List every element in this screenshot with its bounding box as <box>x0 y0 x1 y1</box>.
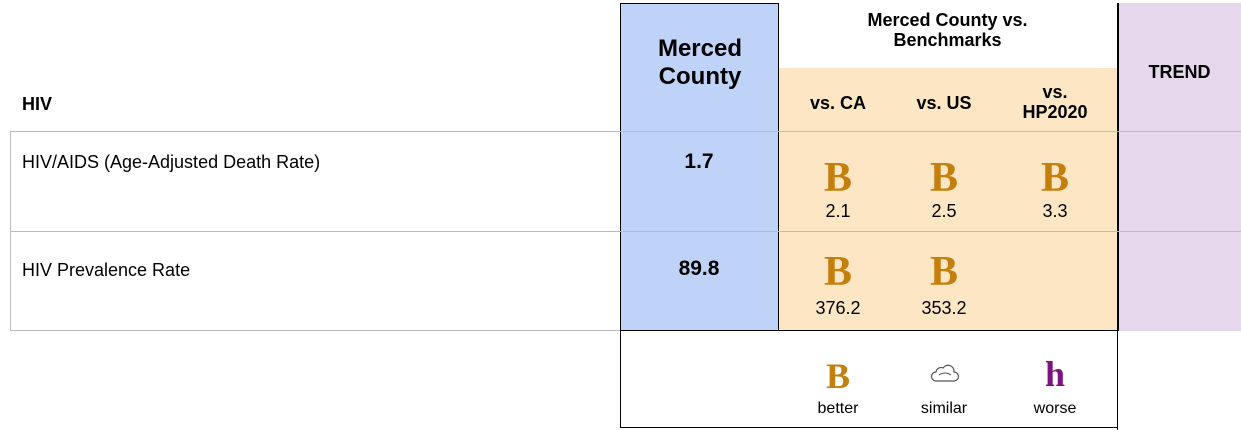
legend-similar-icon <box>930 364 960 382</box>
county-column <box>620 3 779 331</box>
trend-header: TREND <box>1148 62 1211 82</box>
row-line <box>10 131 11 331</box>
better-icon: B <box>823 249 852 295</box>
county-value: 1.7 <box>684 150 714 173</box>
legend-box <box>620 330 1117 428</box>
better-icon: B <box>929 155 958 201</box>
legend-worse-label: worse <box>1033 400 1077 417</box>
county-value: 89.8 <box>678 257 720 280</box>
benchmark-divider <box>1117 3 1118 430</box>
legend-worse-icon: h <box>1044 354 1066 394</box>
row-label: HIV/AIDS (Age-Adjusted Death Rate) <box>22 152 321 172</box>
legend-better-icon: B <box>825 356 850 396</box>
county-header: Merced County <box>657 35 743 90</box>
vs-us-header: vs. US <box>916 93 972 113</box>
legend-better-label: better <box>817 400 859 417</box>
benchmark-value: 353.2 <box>921 298 967 318</box>
better-icon: B <box>1040 155 1069 201</box>
benchmark-value: 376.2 <box>815 298 861 318</box>
row-label: HIV Prevalence Rate <box>22 260 191 280</box>
better-icon: B <box>823 155 852 201</box>
vs-ca-header: vs. CA <box>809 93 867 113</box>
row-line <box>10 231 1241 232</box>
row-line <box>10 330 620 331</box>
category-header: HIV <box>22 94 53 114</box>
benchmark-column <box>779 68 1117 331</box>
legend-similar-label: similar <box>920 400 968 417</box>
trend-column <box>1118 3 1241 331</box>
benchmark-value: 2.5 <box>931 201 957 221</box>
vs-hp2020-header: vs. HP2020 <box>1022 82 1088 122</box>
benchmarks-header: Merced County vs. Benchmarks <box>867 10 1028 50</box>
better-icon: B <box>929 249 958 295</box>
row-line <box>10 131 1241 132</box>
benchmark-value: 2.1 <box>825 201 851 221</box>
benchmark-value: 3.3 <box>1042 201 1068 221</box>
